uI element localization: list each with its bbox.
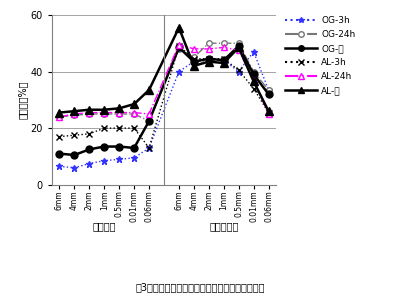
Text: セルロース: セルロース <box>209 221 238 232</box>
Text: 図3．内容物および糞の粒子サイズ別成分の変化: 図3．内容物および糞の粒子サイズ別成分の変化 <box>135 282 265 292</box>
Text: リグニン: リグニン <box>92 221 116 232</box>
Y-axis label: 含有率（%）: 含有率（%） <box>18 80 28 119</box>
Legend: OG-3h, OG-24h, OG-糞, AL-3h, AL-24h, AL-糞: OG-3h, OG-24h, OG-糞, AL-3h, AL-24h, AL-糞 <box>285 16 355 95</box>
